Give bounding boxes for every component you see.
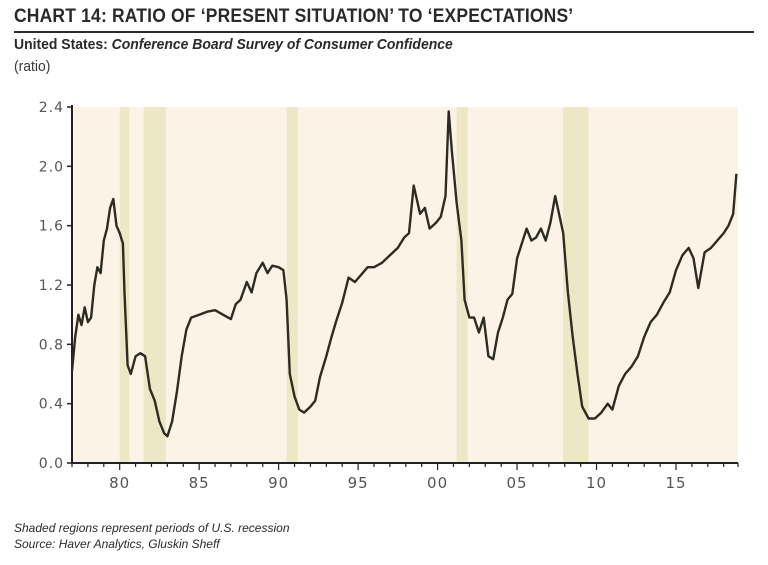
y-tick-label: 0.0 — [39, 456, 64, 472]
recession-band — [286, 107, 298, 463]
x-tick-label: 15 — [665, 474, 686, 492]
title-divider — [14, 31, 754, 33]
x-tick-label: 90 — [268, 474, 289, 492]
series-line — [70, 110, 738, 438]
y-tick-label: 0.8 — [39, 337, 64, 353]
x-tick-label: 85 — [189, 474, 210, 492]
x-tick-label: 00 — [427, 474, 448, 492]
x-tick-label: 80 — [109, 474, 130, 492]
footnote-recession: Shaded regions represent periods of U.S.… — [14, 521, 290, 535]
plot-background — [72, 107, 738, 463]
x-tick-label: 05 — [507, 474, 528, 492]
recession-band — [143, 107, 166, 463]
chart-subtitle: United States: Conference Board Survey o… — [14, 36, 453, 53]
subtitle-country: United States: — [14, 36, 108, 53]
y-tick-label: 0.4 — [39, 397, 64, 413]
footnote-source: Source: Haver Analytics, Gluskin Sheff — [14, 537, 220, 551]
y-unit-label: (ratio) — [14, 58, 51, 75]
y-tick-label: 2.4 — [39, 100, 64, 116]
x-tick-label: 95 — [348, 474, 369, 492]
y-tick-label: 1.6 — [39, 219, 64, 235]
y-axis: 0.0 0.4 0.8 1.2 1.6 2.0 2.4 — [39, 100, 73, 472]
chart-title: CHART 14: RATIO OF ‘PRESENT SITUATION’ T… — [14, 6, 574, 27]
y-tick-label: 2.0 — [39, 159, 64, 175]
subtitle-survey: Conference Board Survey of Consumer Conf… — [111, 36, 453, 53]
y-tick-label: 1.2 — [39, 278, 64, 294]
x-axis: 80 85 90 95 00 05 10 15 — [71, 462, 739, 492]
x-tick-label: 10 — [586, 474, 607, 492]
recession-band — [456, 107, 468, 463]
